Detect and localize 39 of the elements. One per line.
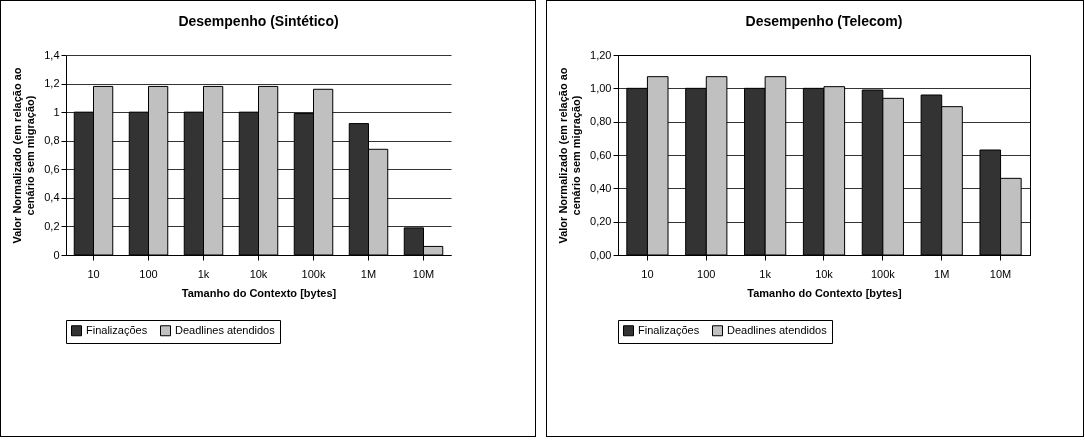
x-tick-label: 100k: [301, 267, 326, 280]
y-tick-label: 0: [53, 248, 60, 261]
legend-label: Finalizações: [86, 323, 148, 336]
chart-title: Desempenho (Telecom): [745, 13, 903, 29]
x-tick-label: 100: [139, 267, 158, 280]
y-tick-label: 1,4: [44, 48, 60, 61]
y-tick-label: 0,20: [590, 215, 612, 228]
x-tick-label: 1k: [197, 267, 210, 280]
y-tick-label: 0,60: [590, 148, 612, 161]
y-tick-label: 0,4: [44, 191, 60, 204]
x-tick-label: 10M: [412, 267, 435, 280]
x-tick-label: 1M: [934, 267, 950, 280]
y-tick-label: 0,6: [44, 162, 60, 175]
y-tick-label: 0,00: [590, 248, 612, 261]
x-tick-label: 100: [697, 267, 716, 280]
x-tick-label: 10: [641, 267, 654, 280]
x-tick-label: 10k: [249, 267, 268, 280]
x-tick-label: 10M: [989, 267, 1012, 280]
legend-label: Finalizações: [638, 323, 700, 336]
y-tick-label: 1,20: [590, 48, 612, 61]
x-tick-label: 1M: [360, 267, 377, 280]
y-tick-label: 0,2: [44, 219, 60, 232]
x-tick-label: 1k: [759, 267, 772, 280]
x-tick-label: 100k: [870, 267, 896, 280]
x-tick-label: 10: [87, 267, 100, 280]
y-tick-label: 0,40: [590, 181, 612, 194]
y-tick-label: 1: [53, 105, 60, 118]
x-tick-label: 10k: [815, 267, 834, 280]
chart-title: Desempenho (Sintético): [178, 13, 339, 29]
y-axis-title: Valor Normalizado (em relação ao cenário sem migração): [11, 67, 37, 244]
x-axis-title: Tamanho do Contexto [bytes]: [181, 286, 337, 299]
y-axis-title: Valor Normalizado (em relação ao cenário sem migração): [557, 67, 583, 244]
x-axis-title: Tamanho do Contexto [bytes]: [747, 286, 903, 299]
y-tick-label: 0,80: [590, 115, 612, 128]
legend-label: Deadlines atendidos: [727, 323, 828, 336]
y-tick-label: 1,00: [590, 81, 612, 94]
y-tick-label: 1,2: [44, 77, 60, 90]
legend-label: Deadlines atendidos: [175, 323, 276, 336]
y-tick-label: 0,8: [44, 134, 60, 147]
